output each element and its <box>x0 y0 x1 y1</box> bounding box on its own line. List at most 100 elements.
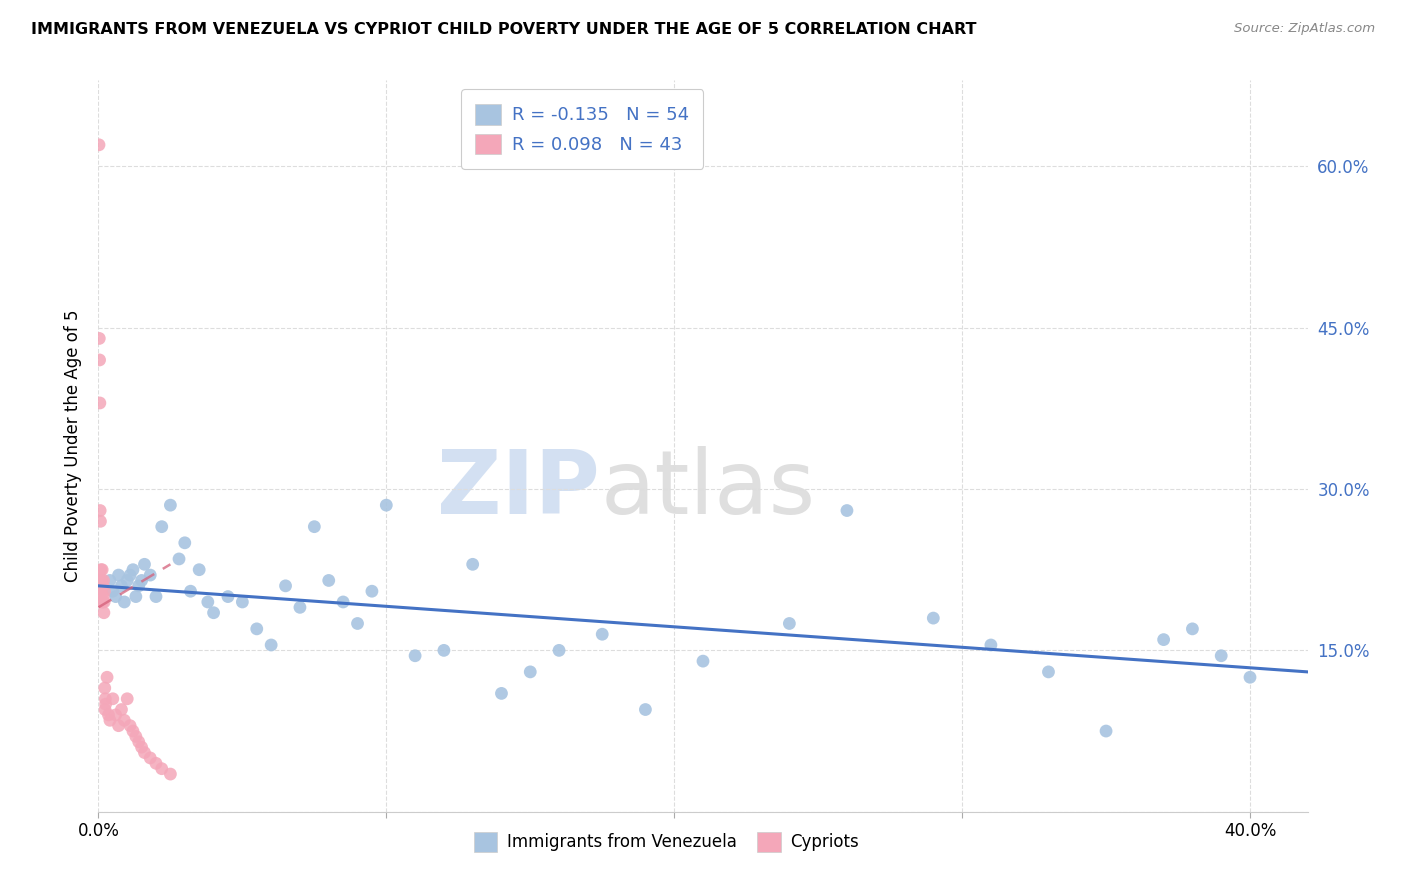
Point <box>150 519 173 533</box>
Text: IMMIGRANTS FROM VENEZUELA VS CYPRIOT CHILD POVERTY UNDER THE AGE OF 5 CORRELATIO: IMMIGRANTS FROM VENEZUELA VS CYPRIOT CHI… <box>31 22 976 37</box>
Point <box>150 762 173 776</box>
Point <box>1181 622 1204 636</box>
Point <box>145 590 167 604</box>
Point <box>89 396 111 410</box>
Point <box>980 638 1002 652</box>
Point <box>134 746 156 760</box>
Point <box>107 568 129 582</box>
Point <box>96 670 118 684</box>
Point <box>94 702 117 716</box>
Point <box>93 574 115 588</box>
Point <box>91 590 114 604</box>
Point <box>375 498 398 512</box>
Point <box>122 724 145 739</box>
Point <box>89 503 111 517</box>
Point <box>217 590 239 604</box>
Point <box>91 563 114 577</box>
Point <box>112 595 135 609</box>
Point <box>128 735 150 749</box>
Point <box>288 600 311 615</box>
Point <box>180 584 202 599</box>
Point <box>93 595 115 609</box>
Point <box>167 552 190 566</box>
Point <box>274 579 297 593</box>
Point <box>1038 665 1060 679</box>
Text: ZIP: ZIP <box>437 446 600 533</box>
Point <box>91 595 114 609</box>
Point <box>1153 632 1175 647</box>
Point <box>491 686 513 700</box>
Point <box>89 331 111 345</box>
Point <box>115 574 138 588</box>
Point <box>188 563 211 577</box>
Point <box>346 616 368 631</box>
Point <box>91 579 114 593</box>
Point <box>90 574 112 588</box>
Point <box>461 558 484 572</box>
Point <box>90 584 112 599</box>
Point <box>134 558 156 572</box>
Point <box>139 751 162 765</box>
Point <box>260 638 283 652</box>
Point <box>634 702 657 716</box>
Point <box>332 595 354 609</box>
Point <box>101 584 124 599</box>
Point <box>90 563 112 577</box>
Point <box>318 574 340 588</box>
Point <box>591 627 613 641</box>
Point <box>692 654 714 668</box>
Point <box>98 574 121 588</box>
Point <box>197 595 219 609</box>
Point <box>112 714 135 728</box>
Point <box>115 691 138 706</box>
Point <box>246 622 269 636</box>
Point <box>104 590 127 604</box>
Point <box>101 691 124 706</box>
Point <box>120 568 142 582</box>
Point <box>131 740 153 755</box>
Point <box>304 519 326 533</box>
Point <box>1211 648 1233 663</box>
Point <box>433 643 456 657</box>
Y-axis label: Child Poverty Under the Age of 5: Child Poverty Under the Age of 5 <box>65 310 83 582</box>
Point <box>87 137 110 152</box>
Point <box>231 595 253 609</box>
Point <box>361 584 384 599</box>
Point <box>107 719 129 733</box>
Point <box>145 756 167 771</box>
Point <box>94 691 117 706</box>
Point <box>90 595 112 609</box>
Point <box>90 574 112 588</box>
Point <box>93 584 115 599</box>
Point <box>139 568 162 582</box>
Point <box>104 707 127 722</box>
Point <box>94 697 117 711</box>
Point <box>922 611 945 625</box>
Point <box>128 579 150 593</box>
Point <box>1239 670 1261 684</box>
Point <box>89 514 111 528</box>
Point <box>122 563 145 577</box>
Point <box>110 579 132 593</box>
Point <box>97 707 120 722</box>
Point <box>94 681 117 695</box>
Point <box>98 714 121 728</box>
Legend: Immigrants from Venezuela, Cypriots: Immigrants from Venezuela, Cypriots <box>467 826 866 858</box>
Point <box>91 579 114 593</box>
Point <box>93 606 115 620</box>
Point <box>519 665 541 679</box>
Point <box>835 503 858 517</box>
Point <box>89 353 111 368</box>
Point <box>1095 724 1118 739</box>
Point <box>548 643 571 657</box>
Point <box>159 498 181 512</box>
Text: atlas: atlas <box>600 446 815 533</box>
Point <box>125 730 148 744</box>
Point <box>159 767 181 781</box>
Point <box>778 616 800 631</box>
Point <box>110 702 132 716</box>
Point <box>120 719 142 733</box>
Point <box>125 590 148 604</box>
Point <box>131 574 153 588</box>
Point <box>202 606 225 620</box>
